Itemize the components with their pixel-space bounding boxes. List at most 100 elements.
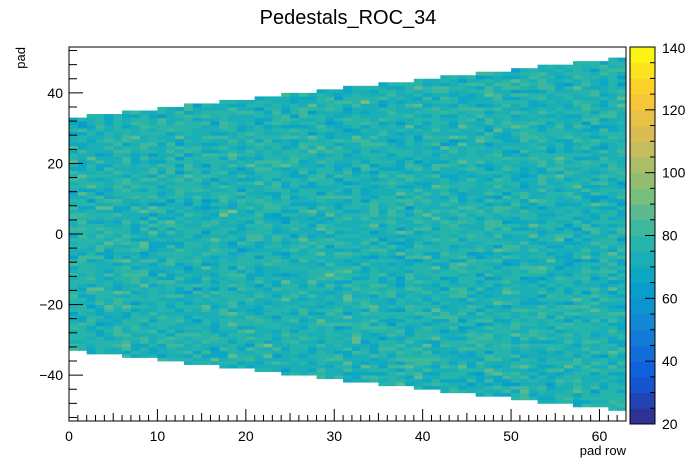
heatmap-cell [511, 389, 521, 394]
heatmap-cell [537, 389, 547, 394]
heatmap-cell [378, 283, 388, 288]
heatmap-cell [449, 357, 459, 362]
heatmap-cell [502, 103, 512, 108]
heatmap-cell [219, 159, 229, 164]
heatmap-cell [466, 85, 477, 90]
heatmap-cell [113, 269, 123, 274]
heatmap-cell [183, 332, 194, 337]
heatmap-cell [528, 135, 538, 140]
heatmap-cell [113, 152, 123, 157]
heatmap-cell [130, 195, 141, 200]
heatmap-cell [475, 219, 485, 224]
heatmap-cell [466, 325, 477, 330]
heatmap-cell [122, 258, 132, 263]
heatmap-cell [69, 265, 79, 270]
heatmap-cell [210, 209, 220, 214]
heatmap-cell [343, 202, 353, 207]
heatmap-cell [325, 262, 335, 267]
heatmap-cell [502, 371, 512, 376]
heatmap-cell [449, 293, 459, 298]
heatmap-cell [581, 177, 592, 182]
heatmap-cell [157, 346, 167, 351]
heatmap-cell [113, 241, 123, 245]
heatmap-cell [122, 181, 132, 186]
heatmap-cell [484, 290, 494, 295]
heatmap-cell [325, 166, 335, 171]
heatmap-cell [581, 64, 592, 69]
heatmap-cell [484, 286, 494, 291]
heatmap-cell [511, 223, 521, 228]
heatmap-cell [590, 212, 600, 217]
heatmap-cell [290, 181, 300, 186]
heatmap-cell [166, 248, 176, 253]
heatmap-cell [413, 325, 424, 330]
heatmap-cell [431, 375, 441, 380]
heatmap-cell [599, 389, 609, 394]
heatmap-cell [564, 336, 574, 341]
heatmap-cell [493, 149, 503, 154]
heatmap-cell [572, 198, 583, 203]
heatmap-cell [334, 184, 344, 189]
heatmap-cell [263, 170, 273, 175]
heatmap-cell [555, 170, 565, 175]
heatmap-cell [130, 114, 141, 118]
heatmap-cell [219, 315, 229, 320]
heatmap-cell [148, 258, 158, 263]
heatmap-cell [139, 234, 149, 238]
heatmap-cell [413, 152, 424, 157]
heatmap-cell [396, 322, 406, 327]
heatmap-cell [245, 149, 256, 154]
heatmap-cell [228, 234, 238, 238]
heatmap-cell [502, 339, 512, 344]
heatmap-cell [272, 304, 282, 309]
heatmap-cell [572, 226, 583, 231]
heatmap-cell [360, 279, 370, 284]
heatmap-cell [175, 223, 185, 228]
heatmap-cell [325, 361, 335, 365]
heatmap-cell [422, 244, 432, 249]
heatmap-cell [272, 103, 282, 108]
heatmap-cell [572, 212, 583, 217]
heatmap-cell [404, 174, 415, 178]
heatmap-cell [139, 209, 149, 214]
heatmap-cell [440, 114, 450, 118]
heatmap-cell [316, 343, 326, 348]
heatmap-cell [537, 361, 547, 365]
heatmap-cell [502, 382, 512, 387]
heatmap-cell [272, 117, 282, 122]
heatmap-cells [69, 57, 627, 411]
heatmap-cell [440, 368, 450, 373]
heatmap-cell [122, 195, 132, 200]
heatmap-cell [396, 255, 406, 260]
heatmap-cell [413, 170, 424, 175]
heatmap-cell [334, 276, 344, 281]
heatmap-cell [546, 89, 556, 94]
heatmap-cell [192, 184, 203, 189]
heatmap-cell [236, 237, 247, 242]
heatmap-cell [511, 290, 521, 295]
heatmap-cell [449, 110, 459, 115]
heatmap-cell [564, 378, 574, 383]
heatmap-cell [175, 304, 185, 309]
heatmap-cell [413, 353, 424, 358]
heatmap-cell [546, 181, 556, 186]
heatmap-cell [528, 166, 538, 171]
heatmap-cell [431, 269, 441, 274]
heatmap-cell [316, 304, 326, 309]
heatmap-cell [546, 78, 556, 83]
heatmap-cell [502, 318, 512, 323]
heatmap-cell [564, 99, 574, 104]
heatmap-cell [130, 170, 141, 175]
heatmap-cell [413, 181, 424, 186]
heatmap-cell [360, 332, 370, 337]
heatmap-cell [404, 163, 415, 168]
heatmap-cell [69, 142, 79, 147]
heatmap-cell [245, 202, 256, 207]
heatmap-cell [236, 311, 247, 316]
heatmap-cell [139, 329, 149, 334]
heatmap-cell [334, 325, 344, 330]
heatmap-cell [281, 290, 291, 295]
heatmap-cell [228, 219, 238, 224]
heatmap-cell [245, 325, 256, 330]
heatmap-cell [484, 378, 494, 383]
